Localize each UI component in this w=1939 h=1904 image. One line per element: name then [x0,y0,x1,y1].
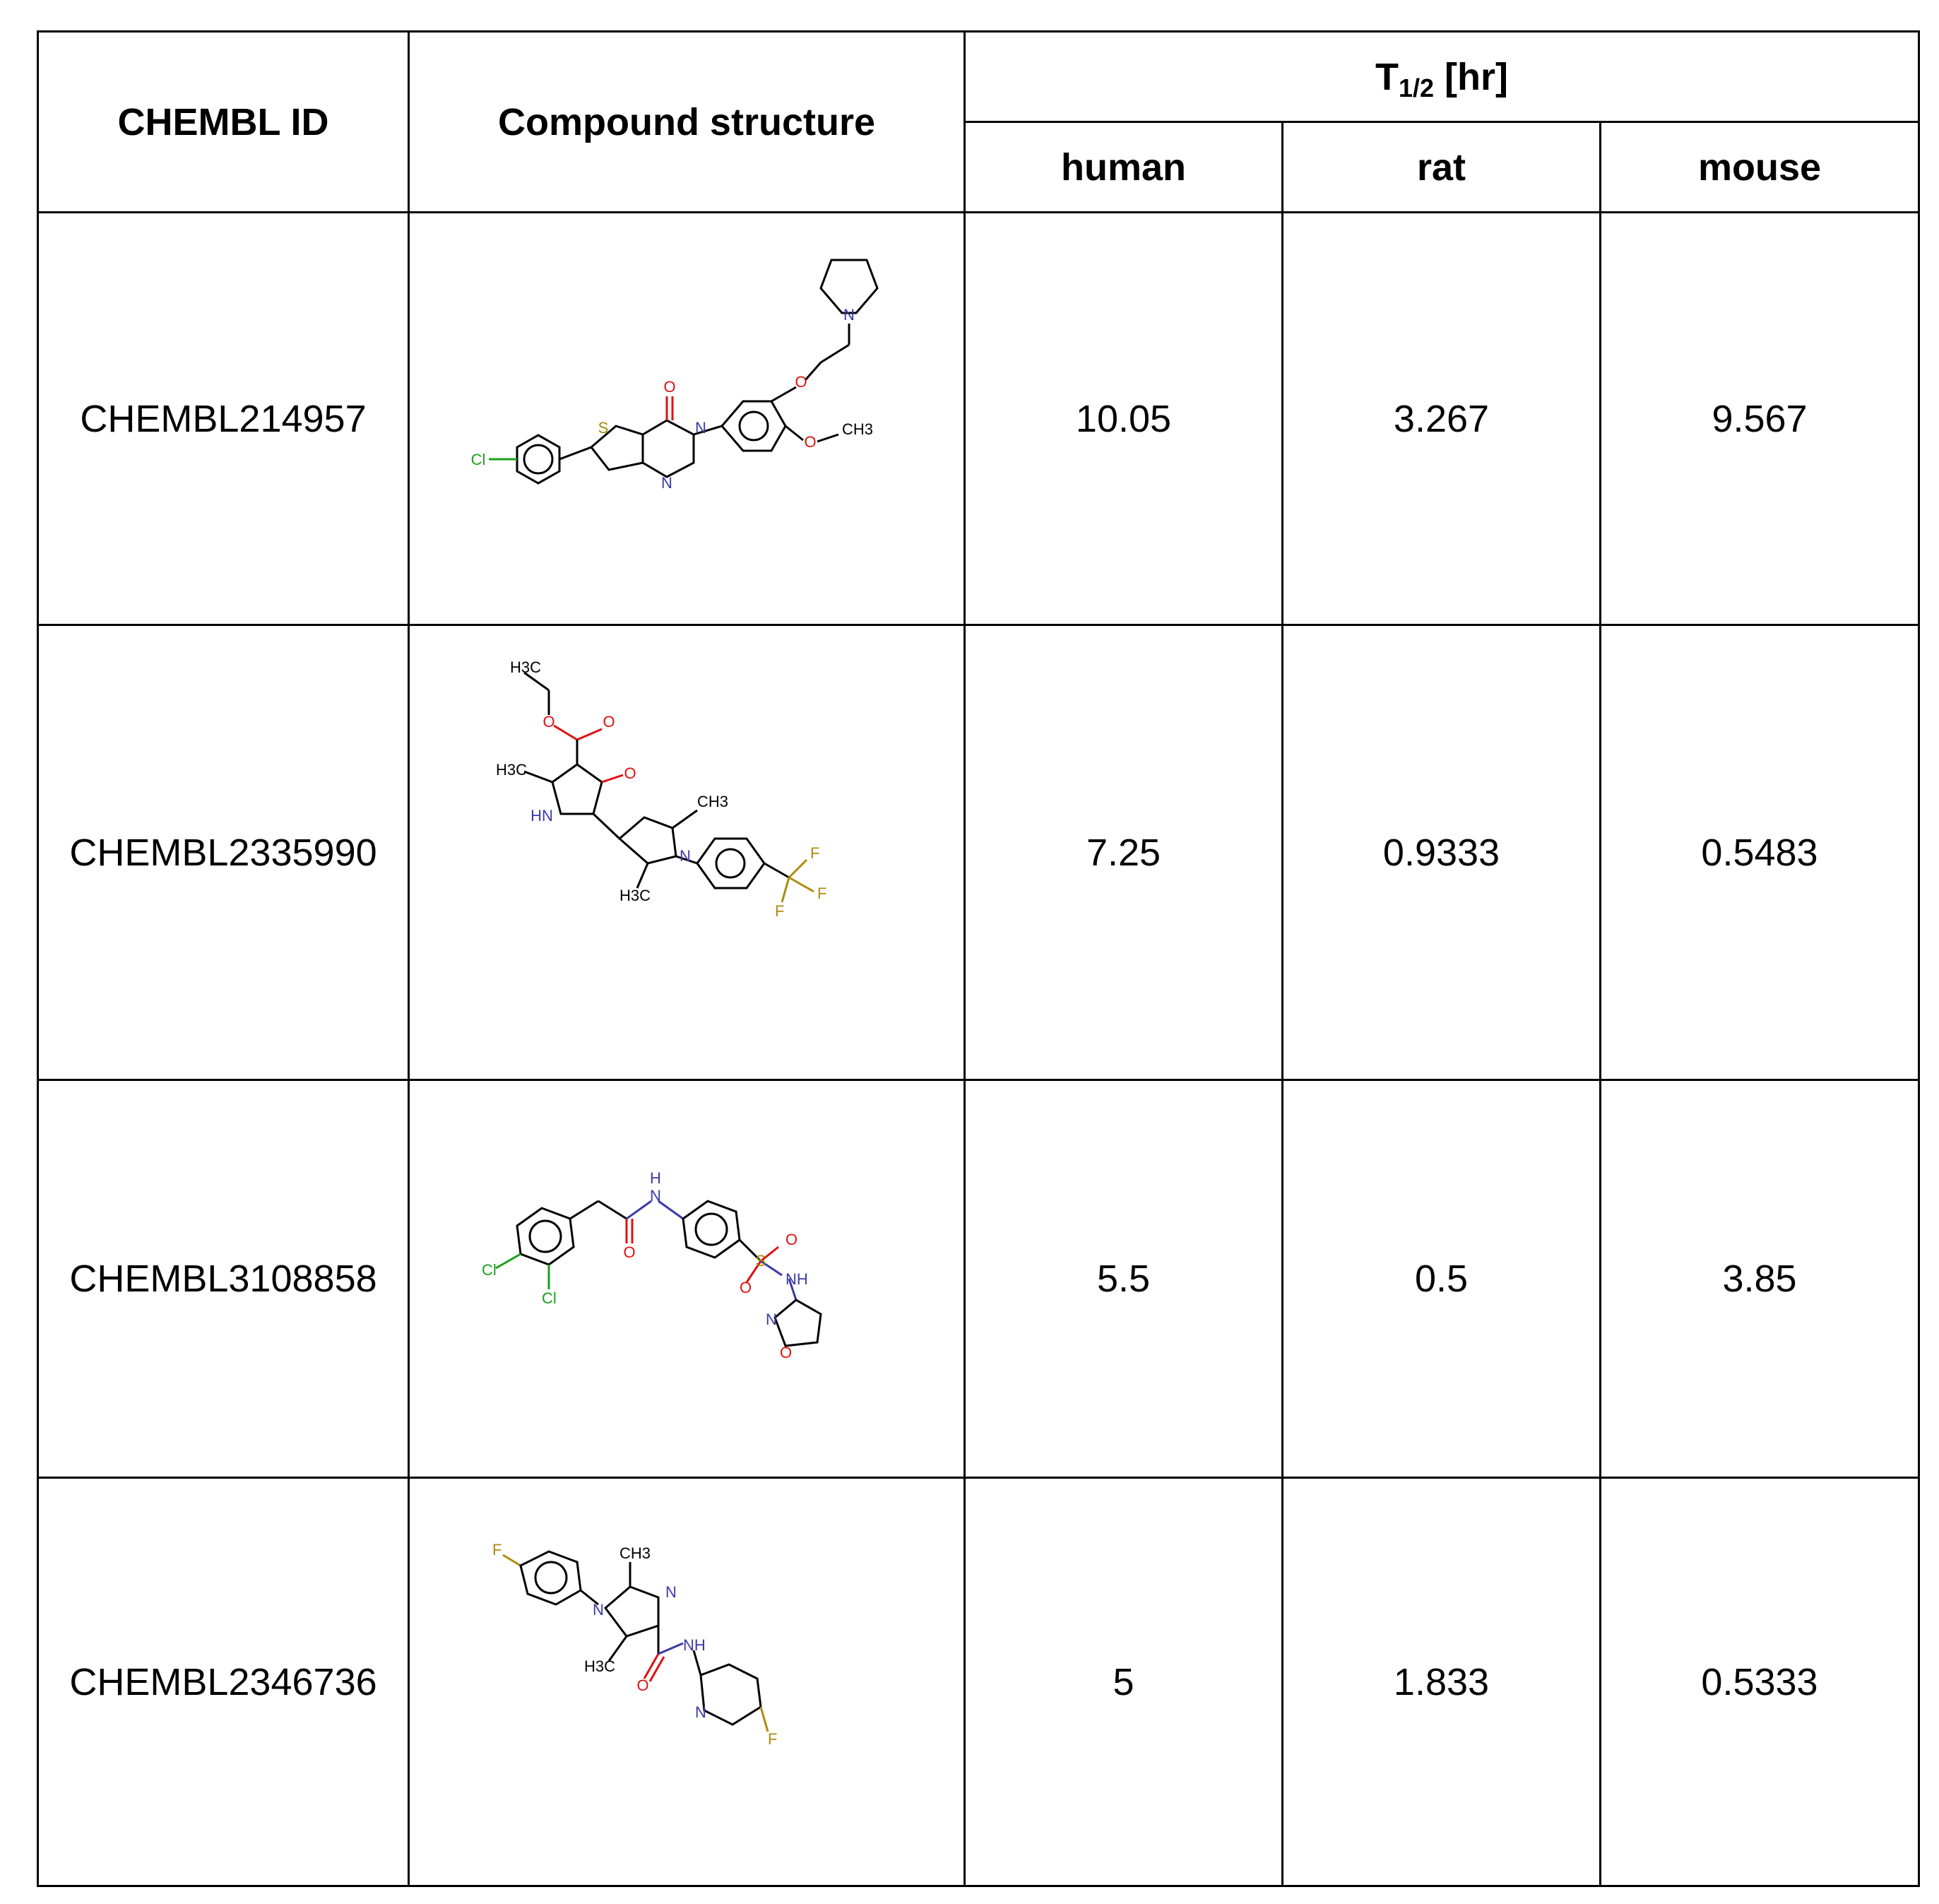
mouse-half-life: 0.5333 [1599,1477,1921,1887]
atom-label: F [810,844,819,862]
atom-label: O [636,1677,648,1694]
atom-label: S [756,1252,766,1270]
atom-label: N [766,1311,777,1328]
mouse-half-life: 3.85 [1599,1079,1921,1479]
compound-structure-drawing: F CH3 N N H3C NH O N F [492,1541,777,1748]
atom-label: HN [530,807,553,824]
atom-label: NH [785,1270,808,1288]
atom-label: O [780,1344,792,1361]
table-row: CHEMBL2346736 [37,1477,1921,1887]
human-half-life: 5 [963,1477,1283,1887]
atom-label: N [680,847,691,865]
rat-half-life: 3.267 [1281,211,1601,626]
atom-label: O [804,433,816,451]
human-half-life: 5.5 [963,1079,1283,1479]
atom-label: S [598,419,609,437]
atom-label: O [740,1279,752,1296]
atom-label: H [650,1169,661,1187]
chembl-id-cell: CHEMBL214957 [37,211,410,626]
half-life-symbol: T [1375,55,1399,98]
atom-label: F [817,885,826,902]
human-half-life: 10.05 [963,211,1283,626]
atom-label: N [661,474,672,492]
atom-label: CH3 [619,1544,651,1562]
atom-label: F [492,1541,502,1559]
compound-structure-cell: Cl S O N N O N O CH3 [408,211,966,626]
header-half-life: T1/2 [hr] [963,30,1921,123]
atom-label: CH3 [697,793,728,810]
atom-label: N [843,306,855,324]
header-compound-structure: Compound structure [408,30,966,213]
table-row: CHEMBL3108858 [37,1079,1921,1479]
atom-label: Cl [471,451,486,468]
compound-structure-drawing: Cl S O N N O N O CH3 [471,259,879,492]
atom-label: F [775,902,784,920]
atom-label: O [785,1231,797,1248]
atom-label: N [593,1601,604,1619]
half-life-subscript: 1/2 [1398,73,1435,102]
compound-structure-cell: H N O Cl Cl O S O NH N O [408,1079,966,1479]
compound-structure-cell: H3C O O H3C O HN CH3 N H3C F F F [408,624,966,1081]
atom-label: Cl [482,1261,497,1279]
chembl-id-cell: CHEMBL2346736 [37,1477,410,1887]
atom-label: H3C [510,658,541,676]
rat-half-life: 0.9333 [1281,624,1601,1081]
chembl-id-cell: CHEMBL3108858 [37,1079,410,1479]
atom-label: N [665,1583,677,1601]
atom-label: H3C [619,887,651,904]
atom-label: Cl [542,1289,557,1307]
atom-label: N [695,1703,706,1721]
atom-label: O [603,713,615,731]
half-life-table: CHEMBL ID Compound structure T1/2 [hr] h… [37,30,1921,1887]
header-chembl-id: CHEMBL ID [37,30,410,213]
rat-half-life: 0.5 [1281,1079,1601,1479]
compound-structure-cell: F CH3 N N H3C NH O N F [408,1477,966,1887]
atom-label: O [624,764,636,782]
table-row: CHEMBL214957 [37,211,1921,626]
human-half-life: 7.25 [963,624,1283,1081]
compound-structure-drawing: H N O Cl Cl O S O NH N O [482,1169,822,1361]
atom-label: CH3 [842,420,873,438]
rat-half-life: 1.833 [1281,1477,1601,1887]
atom-label: NH [683,1636,706,1654]
atom-label: O [663,378,675,396]
header-rat: rat [1281,121,1601,213]
atom-label: O [542,713,555,731]
atom-label: F [768,1730,777,1748]
compound-structure-drawing: H3C O O H3C O HN CH3 N H3C F F F [496,658,826,920]
atom-label: H3C [496,761,527,779]
atom-label: N [650,1187,661,1205]
header-human: human [963,121,1283,213]
half-life-unit: [hr] [1445,55,1509,98]
atom-label: N [695,419,706,437]
atom-label: O [623,1243,635,1261]
mouse-half-life: 9.567 [1599,211,1921,626]
atom-label: O [795,373,807,391]
mouse-half-life: 0.5483 [1599,624,1921,1081]
table-row: CHEMBL2335990 [37,624,1921,1081]
chembl-id-cell: CHEMBL2335990 [37,624,410,1081]
header-mouse: mouse [1599,121,1921,213]
atom-label: H3C [584,1657,615,1675]
